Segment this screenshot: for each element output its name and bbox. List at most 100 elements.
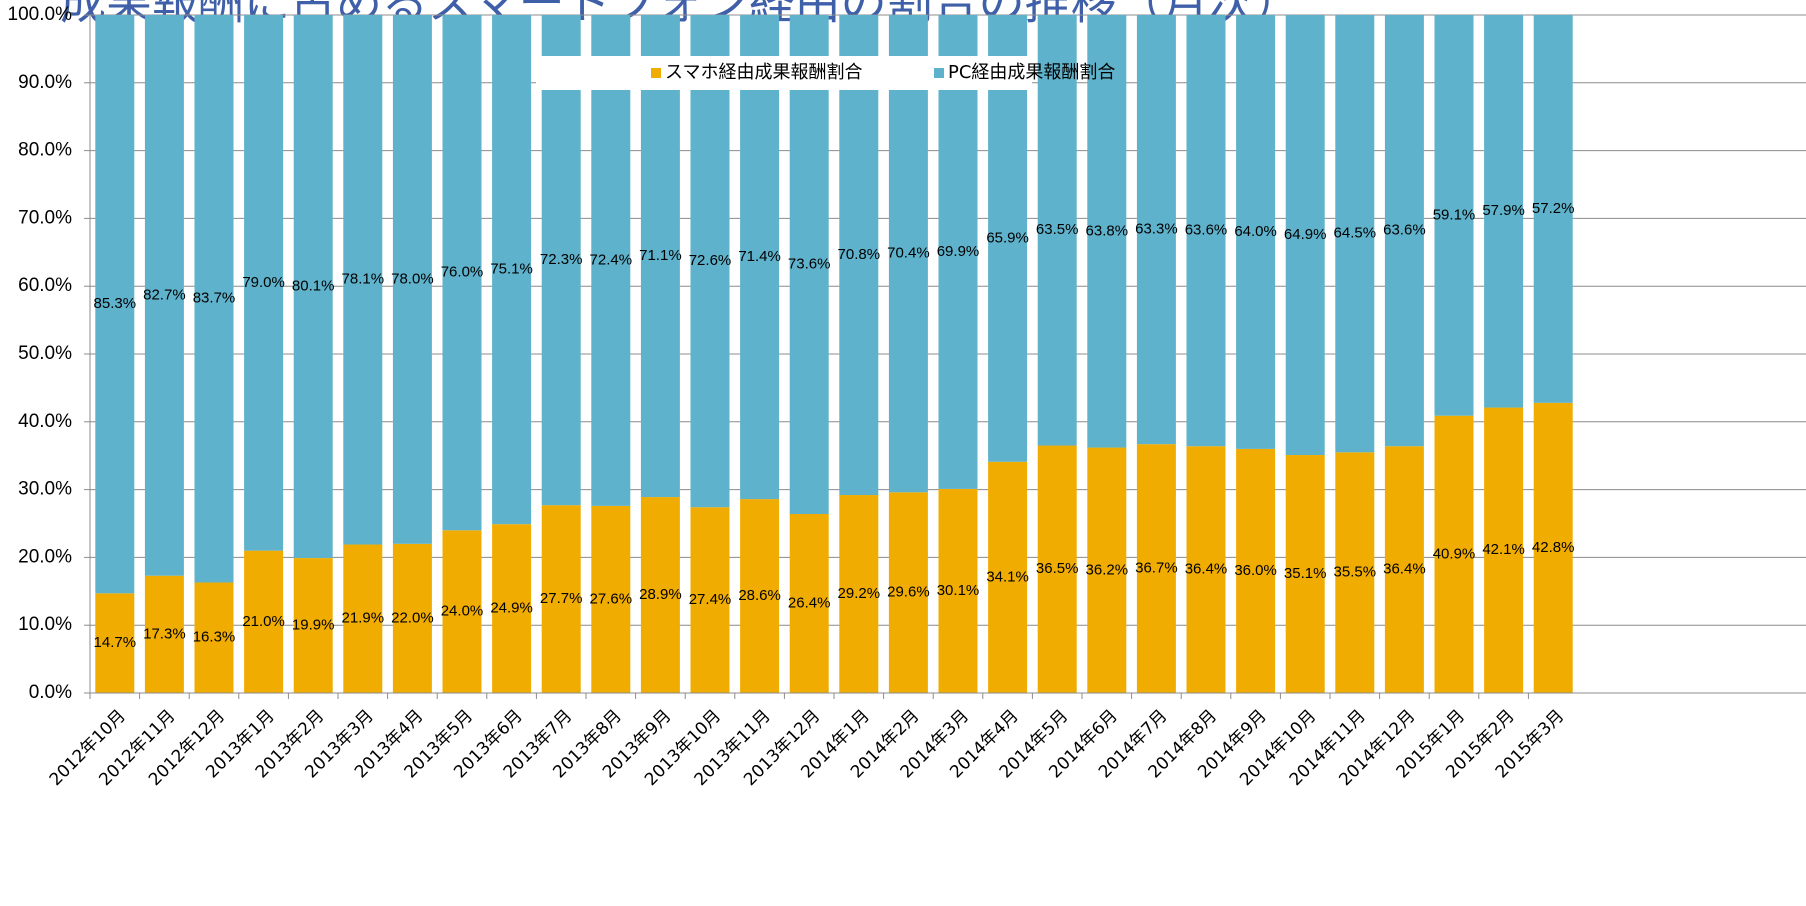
data-label-pc: 64.9% (1284, 226, 1327, 243)
data-label-pc: 80.1% (292, 278, 335, 295)
data-label-pc: 82.7% (143, 286, 186, 303)
bar-pc (343, 15, 383, 545)
data-label-smartphone: 30.1% (937, 582, 980, 599)
y-tick-label: 90.0% (18, 72, 72, 93)
legend: スマホ経由成果報酬割合 PC経由成果報酬割合 (536, 56, 1115, 90)
bar-smartphone (888, 492, 928, 693)
bar-pc (1236, 15, 1276, 449)
data-label-pc: 78.0% (391, 270, 434, 287)
data-label-pc: 76.0% (441, 264, 484, 281)
data-label-pc: 73.6% (788, 255, 831, 272)
data-label-smartphone: 21.0% (242, 613, 285, 630)
data-label-smartphone: 29.6% (887, 584, 930, 601)
data-label-pc: 72.4% (590, 251, 633, 268)
bar-smartphone (740, 499, 780, 693)
data-label-pc: 78.1% (342, 271, 385, 288)
data-label-pc: 71.4% (738, 248, 781, 265)
data-label-smartphone: 24.9% (490, 600, 533, 617)
data-label-smartphone: 27.6% (590, 590, 633, 607)
bar-smartphone (1186, 446, 1226, 693)
bar-smartphone (1136, 444, 1176, 693)
bar-pc (1285, 15, 1325, 456)
bar-smartphone (839, 495, 879, 693)
legend-background (536, 56, 1032, 90)
data-label-pc: 72.3% (540, 251, 583, 268)
data-label-smartphone: 27.7% (540, 590, 583, 607)
legend-swatch-smartphone (651, 68, 661, 78)
bar-smartphone (1533, 402, 1573, 693)
data-label-smartphone: 35.5% (1334, 564, 1377, 581)
data-label-smartphone: 34.1% (986, 568, 1029, 585)
data-label-smartphone: 29.2% (838, 585, 881, 602)
data-label-pc: 64.5% (1334, 225, 1377, 242)
y-tick-label: 50.0% (18, 343, 72, 364)
data-label-pc: 63.6% (1185, 222, 1228, 239)
bar-pc (1335, 15, 1375, 453)
bar-smartphone (988, 461, 1028, 693)
bar-smartphone (938, 488, 978, 693)
bar-smartphone (95, 593, 135, 693)
data-label-pc: 64.0% (1234, 223, 1277, 240)
bar-pc (839, 15, 879, 496)
data-label-smartphone: 17.3% (143, 625, 186, 642)
bars (95, 15, 1573, 693)
data-label-pc: 83.7% (193, 290, 236, 307)
bar-pc (1434, 15, 1474, 416)
axes (89, 15, 1806, 694)
bar-smartphone (1335, 452, 1375, 693)
bar-smartphone (293, 558, 333, 693)
data-label-smartphone: 28.9% (639, 586, 682, 603)
bar-smartphone (640, 497, 680, 693)
bar-pc (442, 15, 482, 531)
y-tick-label: 0.0% (29, 682, 72, 703)
data-label-pc: 63.5% (1036, 221, 1079, 238)
y-tick-label: 20.0% (18, 546, 72, 567)
data-label-pc: 71.1% (639, 247, 682, 264)
data-label-smartphone: 36.2% (1086, 561, 1129, 578)
data-label-smartphone: 36.4% (1185, 561, 1228, 578)
y-tick-label: 100.0% (8, 4, 73, 25)
data-label-pc: 72.6% (689, 252, 732, 269)
bar-smartphone (1384, 446, 1424, 693)
data-label-smartphone: 24.0% (441, 603, 484, 620)
bar-pc (1384, 15, 1424, 447)
y-tick-label: 40.0% (18, 411, 72, 432)
data-label-smartphone: 28.6% (738, 587, 781, 604)
legend-label-pc: PC経由成果報酬割合 (948, 62, 1115, 83)
bar-smartphone (541, 505, 581, 693)
data-label-pc: 63.3% (1135, 221, 1178, 238)
bar-smartphone (1087, 447, 1127, 693)
bar-pc (1186, 15, 1226, 447)
bar-pc (1533, 15, 1573, 403)
bar-smartphone (392, 543, 432, 693)
data-labels: 14.7% 85.3% 17.3% 82.7% 16.3% 83.7% 21.0% 79.0%… (94, 200, 1575, 651)
data-label-pc: 57.9% (1482, 202, 1525, 219)
y-axis-ticks: 0.0% 10.0% 20.0% 30.0% 40.0% 50.0% 60.0% 70.0% 8… (8, 4, 90, 703)
data-label-smartphone: 35.1% (1284, 565, 1327, 582)
data-label-smartphone: 27.4% (689, 591, 732, 608)
data-label-pc: 65.9% (986, 229, 1029, 246)
bar-pc (888, 15, 928, 493)
bar-pc (740, 15, 780, 500)
data-label-pc: 70.8% (838, 246, 881, 263)
bar-pc (541, 15, 581, 506)
data-label-smartphone: 36.4% (1383, 561, 1426, 578)
data-label-pc: 79.0% (242, 274, 285, 291)
y-tick-label: 30.0% (18, 479, 72, 500)
data-label-smartphone: 40.9% (1433, 545, 1476, 562)
bar-smartphone (690, 507, 730, 693)
data-label-smartphone: 21.9% (342, 610, 385, 627)
bar-smartphone (591, 505, 631, 693)
data-label-pc: 63.8% (1086, 222, 1129, 239)
bar-smartphone (789, 514, 829, 693)
y-tick-label: 60.0% (18, 275, 72, 296)
bar-smartphone (1484, 407, 1524, 693)
bar-pc (293, 15, 333, 559)
data-label-pc: 85.3% (94, 295, 137, 312)
data-label-smartphone: 19.9% (292, 617, 335, 634)
bar-smartphone (244, 550, 284, 693)
bar-pc (492, 15, 532, 525)
y-tick-label: 70.0% (18, 207, 72, 228)
data-label-smartphone: 16.3% (193, 629, 236, 646)
